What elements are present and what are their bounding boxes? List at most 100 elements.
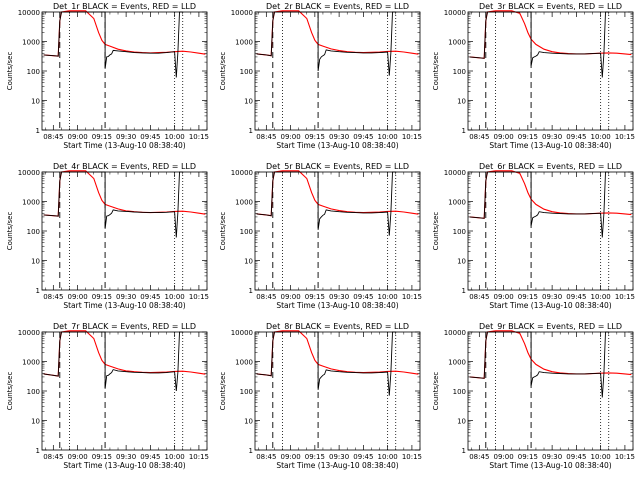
y-tick-label: 1 (36, 127, 40, 135)
series-line-events (469, 11, 609, 78)
y-tick-label: 1000 (22, 39, 40, 47)
x-tick-label: 08:45 (469, 133, 489, 141)
x-tick-label: 09:45 (566, 293, 586, 301)
y-tick-label: 10 (457, 418, 466, 426)
x-tick-label: 09:00 (493, 133, 513, 141)
axis-frame (467, 171, 634, 291)
x-tick-label: 09:00 (67, 293, 87, 301)
x-axis-label: Start Time (13-Aug-10 08:38:40) (276, 301, 398, 310)
x-axis-label: Start Time (13-Aug-10 08:38:40) (63, 301, 185, 310)
panel-title: Det_4r BLACK = Events, RED = LLD (53, 162, 196, 171)
panel-title: Det_2r BLACK = Events, RED = LLD (266, 2, 409, 11)
panel-title: Det_7r BLACK = Events, RED = LLD (53, 322, 196, 331)
y-tick-label: 10000 (18, 329, 40, 337)
y-tick-label: 100 (27, 388, 40, 396)
axis-frame (254, 331, 421, 451)
y-tick-label: 1 (36, 287, 40, 295)
y-axis-label: Counts/sec (6, 212, 14, 251)
y-tick-label: 10 (244, 258, 253, 266)
y-tick-label: 100 (240, 228, 253, 236)
y-tick-label: 1 (462, 447, 466, 455)
y-axis-label: Counts/sec (219, 212, 227, 251)
y-tick-label: 10000 (444, 169, 466, 177)
y-tick-label: 10 (244, 98, 253, 106)
x-tick-label: 10:00 (165, 293, 185, 301)
x-tick-label: 10:15 (615, 453, 635, 461)
axis-frame (254, 11, 421, 131)
x-axis-label: Start Time (13-Aug-10 08:38:40) (276, 141, 398, 150)
x-tick-label: 09:30 (329, 453, 349, 461)
series-line-lld (43, 10, 206, 57)
x-tick-label: 08:45 (469, 293, 489, 301)
x-tick-label: 08:45 (43, 133, 63, 141)
x-axis-label: Start Time (13-Aug-10 08:38:40) (276, 461, 398, 470)
y-tick-label: 10000 (231, 9, 253, 17)
panel-title: Det_6r BLACK = Events, RED = LLD (479, 162, 622, 171)
x-tick-label: 09:00 (67, 133, 87, 141)
y-tick-label: 100 (240, 388, 253, 396)
y-tick-label: 10000 (18, 169, 40, 177)
x-axis-label: Start Time (13-Aug-10 08:38:40) (489, 141, 611, 150)
x-tick-label: 09:30 (329, 293, 349, 301)
y-tick-label: 10 (244, 418, 253, 426)
detector-panel-1: Det_1r BLACK = Events, RED = LLD 1 10 100 10… (6, 2, 209, 150)
x-axis-label: Start Time (13-Aug-10 08:38:40) (489, 461, 611, 470)
x-tick-label: 10:00 (591, 293, 611, 301)
x-tick-label: 09:45 (353, 293, 373, 301)
x-tick-label: 10:00 (591, 133, 611, 141)
y-axis-label: Counts/sec (432, 52, 440, 91)
y-tick-label: 1000 (235, 39, 253, 47)
x-axis-label: Start Time (13-Aug-10 08:38:40) (489, 301, 611, 310)
x-tick-label: 09:15 (92, 133, 112, 141)
x-tick-label: 09:00 (493, 453, 513, 461)
series-line-events (43, 11, 183, 78)
panel-title: Det_9r BLACK = Events, RED = LLD (479, 322, 622, 331)
x-tick-label: 08:45 (256, 453, 276, 461)
y-tick-label: 100 (240, 68, 253, 76)
x-tick-label: 10:00 (378, 453, 398, 461)
y-tick-label: 10 (31, 418, 40, 426)
y-axis-label: Counts/sec (6, 52, 14, 91)
x-tick-label: 08:45 (256, 293, 276, 301)
series-line-events (43, 171, 183, 238)
x-tick-label: 08:45 (43, 293, 63, 301)
y-tick-label: 1000 (235, 199, 253, 207)
y-axis-label: Counts/sec (6, 372, 14, 411)
panel-title: Det_3r BLACK = Events, RED = LLD (479, 2, 622, 11)
axis-frame (41, 11, 208, 131)
y-tick-label: 10000 (231, 329, 253, 337)
y-tick-label: 100 (453, 228, 466, 236)
x-tick-label: 09:45 (566, 453, 586, 461)
x-tick-label: 10:00 (378, 293, 398, 301)
y-tick-label: 1 (249, 447, 253, 455)
y-tick-label: 1000 (22, 199, 40, 207)
axis-frame (41, 331, 208, 451)
series-line-events (256, 171, 396, 236)
y-tick-label: 10000 (444, 329, 466, 337)
x-tick-label: 08:45 (43, 453, 63, 461)
series-line-events (256, 331, 396, 396)
series-line-lld (256, 330, 419, 377)
y-tick-label: 10000 (231, 169, 253, 177)
panel-title: Det_1r BLACK = Events, RED = LLD (53, 2, 196, 11)
axis-frame (254, 171, 421, 291)
y-axis-label: Counts/sec (432, 372, 440, 411)
x-tick-label: 10:00 (378, 133, 398, 141)
x-tick-label: 09:30 (116, 453, 136, 461)
x-tick-label: 08:45 (469, 453, 489, 461)
x-tick-label: 09:30 (116, 133, 136, 141)
axis-frame (41, 171, 208, 291)
x-tick-label: 09:30 (116, 293, 136, 301)
x-tick-label: 10:15 (189, 453, 209, 461)
axis-frame (467, 11, 634, 131)
x-tick-label: 09:00 (280, 133, 300, 141)
detector-panel-6: Det_6r BLACK = Events, RED = LLD 1 10 100 10… (432, 162, 635, 310)
series-line-events (43, 331, 183, 392)
x-tick-label: 08:45 (256, 133, 276, 141)
x-tick-label: 09:45 (566, 133, 586, 141)
y-tick-label: 10 (31, 258, 40, 266)
y-tick-label: 100 (27, 228, 40, 236)
x-tick-label: 10:15 (615, 133, 635, 141)
y-tick-label: 100 (453, 68, 466, 76)
